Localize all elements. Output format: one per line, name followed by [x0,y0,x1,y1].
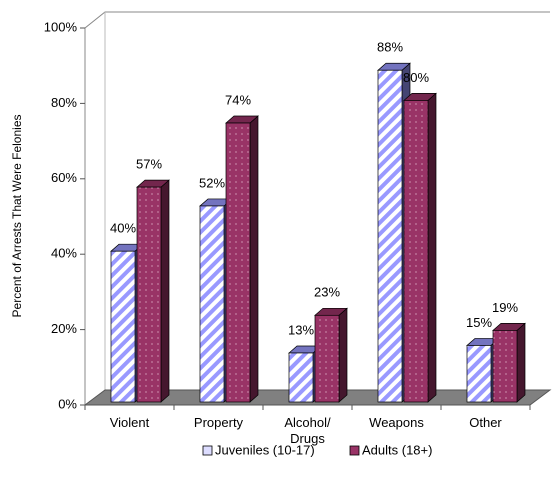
legend-swatch [202,445,213,456]
value-label: 52% [199,175,225,190]
bar [288,352,314,403]
bar [225,122,251,403]
bar [314,314,340,403]
bar [492,330,518,403]
bar [199,205,225,403]
value-label: 80% [403,70,429,85]
y-tick-label: 80% [51,95,77,110]
value-label: 74% [225,92,251,107]
value-label: 13% [288,322,314,337]
y-tick-label: 40% [51,246,77,261]
bar [466,345,492,403]
legend-label: Adults (18+) [362,442,432,457]
value-label: 19% [492,300,518,315]
y-axis-title: Percent of Arrests That Were Felonies [10,115,24,318]
bar-side [249,115,259,403]
legend-swatch [349,445,360,456]
bar-side [427,92,437,403]
bar-side [516,322,526,403]
bar-side [338,307,348,403]
value-label: 15% [466,315,492,330]
value-label: 57% [136,157,162,172]
value-label: 40% [110,221,136,236]
y-tick-label: 0% [58,396,77,411]
y-tick-label: 20% [51,321,77,336]
y-tick-label: 60% [51,170,77,185]
wall-edge [84,11,550,405]
bar [377,69,403,403]
x-tick-label: Other [469,415,502,430]
bar [403,100,429,403]
bar-side [160,179,170,403]
bar [136,186,162,403]
x-tick-label: Property [193,415,244,430]
x-tick-label: Alcohol/ Drugs [284,415,331,446]
bar [110,250,136,403]
x-tick-label: Weapons [369,415,424,430]
legend-label: Juveniles (10-17) [215,442,315,457]
y-tick-label: 100% [44,19,78,34]
value-label: 88% [377,40,403,55]
value-label: 23% [314,285,340,300]
x-tick-label: Violent [109,415,150,430]
